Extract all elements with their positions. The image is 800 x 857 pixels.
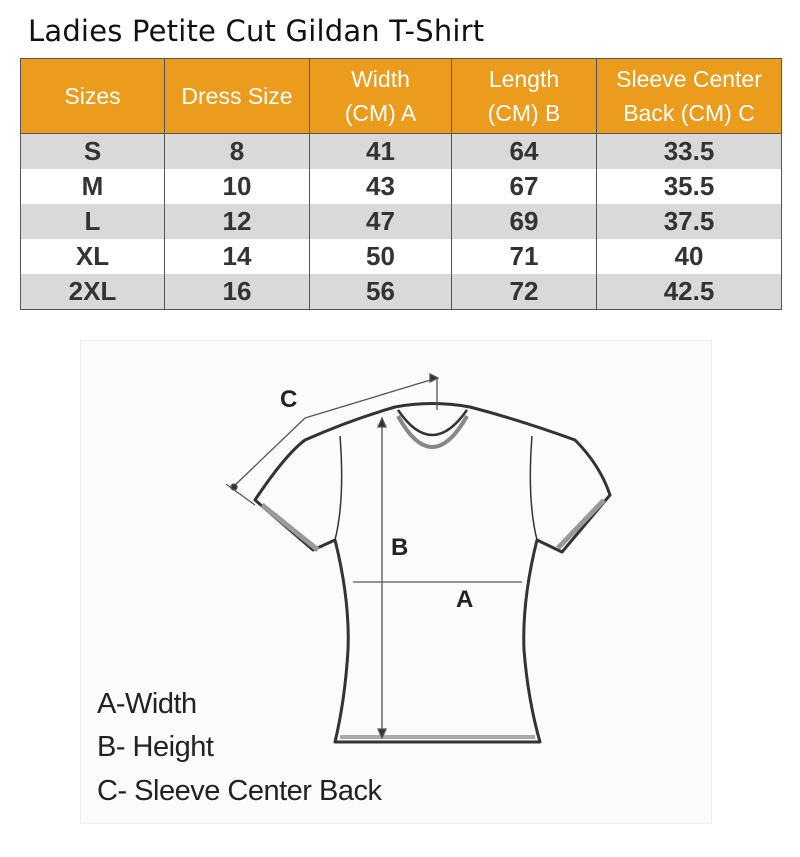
header-text: Sizes [64,82,121,109]
header-length: Length (CM) B [451,58,597,134]
table-cell: XL [20,239,165,274]
label-a: A [456,586,474,613]
table-cell: 69 [451,204,597,239]
table-cell: 8 [164,133,310,169]
header-sleeve: Sleeve Center Back (CM) C [596,58,782,134]
header-text: (CM) A [344,100,417,126]
table-row: L 12 47 69 37.5 [20,204,782,239]
table-cell: L [20,204,165,239]
header-text: (CM) B [487,100,561,126]
table-cell: 43 [309,169,452,204]
table-cell: 67 [451,169,597,204]
tshirt-outline [253,402,612,744]
table-cell: 56 [309,274,452,310]
legend-a: A-Width [97,688,197,720]
header-text: Length [488,65,560,92]
dimension-c-line [231,417,306,489]
size-table: Sizes Dress Size Width (CM) A Length (CM) … [20,58,782,310]
table-row: 2XL 16 56 72 42.5 [20,274,782,310]
table-row: XL 14 50 71 40 [20,239,782,274]
table-cell: 14 [164,239,310,274]
table-row: S 8 41 64 33.5 [20,133,782,169]
table-cell: 50 [309,239,452,274]
header-width: Width (CM) A [309,58,452,134]
header-dress-size: Dress Size [164,58,310,134]
table-cell: 16 [164,274,310,310]
table-cell: 37.5 [596,204,782,239]
table-cell: 41 [309,133,452,169]
table-cell: 33.5 [596,133,782,169]
table-cell: S [20,133,165,169]
table-cell: 2XL [20,274,165,310]
header-sizes: Sizes [20,58,165,134]
label-c: C [280,386,298,413]
table-cell: 10 [164,169,310,204]
header-text: Width [351,65,410,92]
table-cell: 42.5 [596,274,782,310]
table-header-row: Sizes Dress Size Width (CM) A Length (CM) … [20,58,782,134]
table-cell: 71 [451,239,597,274]
header-text: Dress Size [181,82,293,109]
neckline [396,409,469,437]
table-cell: 72 [451,274,597,310]
table-cell: 12 [164,204,310,239]
label-b: B [391,534,409,561]
legend-c: C- Sleeve Center Back [97,775,382,807]
legend-b: B- Height [97,731,214,763]
table-cell: 35.5 [596,169,782,204]
page-title: Ladies Petite Cut Gildan T-Shirt [28,14,485,48]
table-row: M 10 43 67 35.5 [20,169,782,204]
header-text: Sleeve Center [616,65,762,92]
table-cell: M [20,169,165,204]
table-cell: 47 [309,204,452,239]
header-text: Back (CM) C [623,100,755,126]
table-cell: 40 [596,239,782,274]
table-cell: 64 [451,133,597,169]
